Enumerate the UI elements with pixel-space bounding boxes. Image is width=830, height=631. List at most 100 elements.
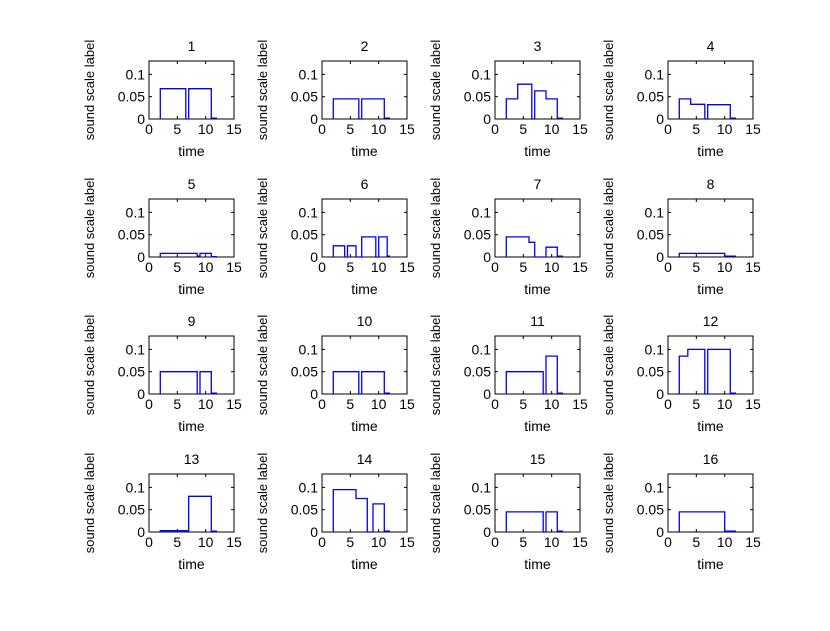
y-axis-label: sound scale label	[255, 178, 270, 279]
y-tick-label: 0.1	[126, 204, 146, 220]
y-axis-label: sound scale label	[428, 453, 443, 554]
y-tick-label: 0.05	[464, 502, 491, 518]
x-tick-label: 10	[544, 534, 560, 550]
y-axis-label: sound scale label	[255, 453, 270, 554]
axes-frame	[321, 473, 408, 533]
y-axis-label: sound scale label	[428, 40, 443, 141]
y-axis-label: sound scale label	[255, 40, 270, 141]
subplot-title: 12	[703, 313, 719, 329]
y-tick-label: 0.05	[464, 89, 491, 105]
y-tick-label: 0.1	[645, 204, 665, 220]
subplot-title: 14	[357, 451, 373, 467]
x-tick-label: 15	[572, 259, 588, 275]
series-line	[332, 98, 390, 120]
y-tick-label: 0	[137, 386, 145, 402]
y-tick-label: 0.05	[291, 89, 318, 105]
y-tick-label: 0.05	[637, 364, 664, 380]
y-tick-label: 0	[310, 111, 318, 127]
subplot-title: 5	[188, 176, 196, 192]
y-tick-label: 0.05	[118, 227, 145, 243]
series-line	[159, 88, 217, 120]
x-tick-label: 0	[664, 534, 672, 550]
y-tick-label: 0.05	[464, 364, 491, 380]
y-tick-label: 0.05	[291, 502, 318, 518]
x-tick-label: 5	[346, 396, 354, 412]
y-axis-label: sound scale label	[82, 40, 97, 141]
y-axis-label: sound scale label	[255, 315, 270, 416]
x-axis-label: time	[351, 281, 378, 297]
axes-frame	[667, 335, 754, 395]
subplot-title: 9	[188, 313, 196, 329]
x-tick-label: 10	[717, 259, 733, 275]
x-axis-label: time	[178, 281, 205, 297]
x-axis-label: time	[697, 143, 724, 159]
y-axis-label: sound scale label	[428, 315, 443, 416]
x-axis-label: time	[351, 143, 378, 159]
series-line	[505, 83, 563, 120]
x-tick-label: 15	[226, 121, 242, 137]
series-line	[505, 236, 563, 258]
y-tick-label: 0.05	[464, 227, 491, 243]
x-tick-label: 0	[318, 396, 326, 412]
x-tick-label: 5	[692, 121, 700, 137]
y-tick-label: 0.1	[645, 479, 665, 495]
x-tick-label: 15	[572, 396, 588, 412]
x-axis-label: time	[697, 556, 724, 572]
axes-frame	[667, 60, 754, 120]
x-tick-label: 5	[346, 121, 354, 137]
y-tick-label: 0.1	[472, 66, 492, 82]
y-axis-label: sound scale label	[428, 178, 443, 279]
x-axis-label: time	[178, 556, 205, 572]
x-tick-label: 5	[519, 396, 527, 412]
subplot-title: 7	[534, 176, 542, 192]
x-tick-label: 5	[346, 259, 354, 275]
x-tick-label: 10	[544, 396, 560, 412]
x-tick-label: 10	[544, 259, 560, 275]
y-axis-label: sound scale label	[82, 178, 97, 279]
series-line	[332, 236, 390, 258]
x-axis-label: time	[351, 556, 378, 572]
x-tick-label: 5	[173, 534, 181, 550]
x-tick-label: 5	[346, 534, 354, 550]
y-axis-label: sound scale label	[82, 453, 97, 554]
subplot-title: 2	[361, 38, 369, 54]
x-tick-label: 0	[664, 396, 672, 412]
x-tick-label: 10	[371, 534, 387, 550]
y-tick-label: 0	[656, 249, 664, 265]
y-tick-label: 0.1	[645, 341, 665, 357]
series-line	[678, 348, 736, 395]
x-tick-label: 5	[173, 259, 181, 275]
y-tick-label: 0	[483, 524, 491, 540]
axes-frame	[667, 198, 754, 258]
y-tick-label: 0	[656, 111, 664, 127]
y-tick-label: 0.1	[472, 479, 492, 495]
y-tick-label: 0.05	[291, 227, 318, 243]
x-tick-label: 10	[198, 396, 214, 412]
subplot-title: 16	[703, 451, 719, 467]
y-tick-label: 0.1	[126, 479, 146, 495]
x-tick-label: 0	[318, 259, 326, 275]
y-tick-label: 0	[137, 249, 145, 265]
x-tick-label: 15	[399, 396, 415, 412]
subplot-title: 10	[357, 313, 373, 329]
y-tick-label: 0.1	[472, 204, 492, 220]
y-axis-label: sound scale label	[82, 315, 97, 416]
x-tick-label: 15	[399, 259, 415, 275]
series-line	[678, 98, 736, 120]
subplot-title: 4	[707, 38, 715, 54]
y-tick-label: 0.1	[299, 66, 319, 82]
y-tick-label: 0	[310, 386, 318, 402]
x-tick-label: 0	[491, 259, 499, 275]
subplot-title: 13	[184, 451, 200, 467]
x-axis-label: time	[697, 281, 724, 297]
subplot-title: 6	[361, 176, 369, 192]
